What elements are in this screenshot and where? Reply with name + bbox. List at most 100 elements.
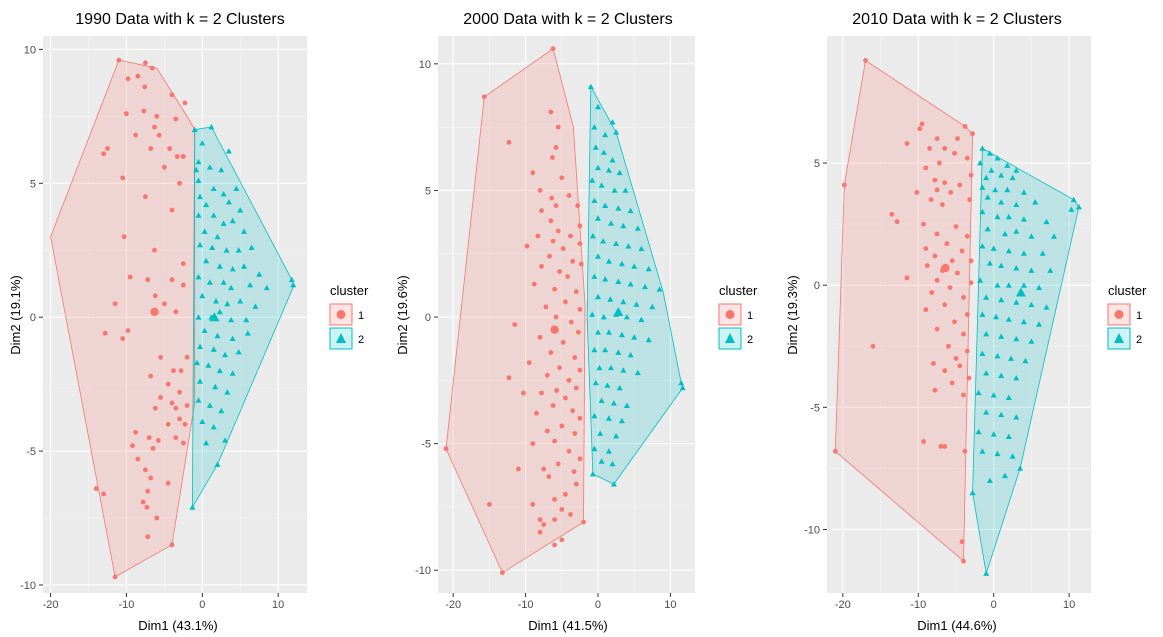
cluster-1-point xyxy=(133,429,139,435)
cluster-2-point xyxy=(1005,213,1012,220)
cluster-1-point xyxy=(177,389,183,395)
cluster-1-point xyxy=(581,519,586,525)
cluster-2-point xyxy=(1028,301,1035,308)
cluster-2-point xyxy=(1020,189,1027,195)
cluster-1-hull xyxy=(50,59,196,578)
cluster-2-point xyxy=(195,314,202,320)
legend-label-2: 2 xyxy=(1136,334,1142,346)
x-tick-label: 10 xyxy=(272,599,284,611)
cluster-2-point xyxy=(591,412,598,419)
cluster-2-point xyxy=(201,327,208,333)
legend-label-1: 1 xyxy=(747,310,753,322)
cluster-1-point xyxy=(577,367,583,373)
cluster-1-point xyxy=(563,395,568,401)
cluster-1-point xyxy=(105,146,110,151)
cluster-1-point xyxy=(566,448,572,454)
cluster-2-point xyxy=(609,157,616,163)
panel-background xyxy=(827,36,1091,593)
cluster-1-point xyxy=(568,512,573,517)
cluster-1-point xyxy=(948,190,954,195)
cluster-2-point xyxy=(222,351,229,358)
cluster-1-point xyxy=(577,415,583,421)
cluster-1-point xyxy=(537,529,543,535)
x-tick-label: -10 xyxy=(118,599,134,611)
cluster-1-point xyxy=(167,146,173,151)
cluster-2-point xyxy=(228,316,235,323)
cluster-1-point xyxy=(178,368,184,374)
cluster-1-center xyxy=(941,263,950,273)
y-tick-label: 0 xyxy=(425,312,431,324)
cluster-1-point xyxy=(149,65,155,71)
cluster-2-point xyxy=(220,191,227,197)
cluster-1-point xyxy=(955,270,960,276)
y-tick-label: 0 xyxy=(30,312,36,324)
legend-circle-icon xyxy=(725,310,735,319)
cluster-1-point xyxy=(870,343,876,349)
cluster-1-point xyxy=(961,331,966,337)
cluster-2-point xyxy=(224,300,231,307)
cluster-1-point xyxy=(154,515,160,521)
cluster-1-point xyxy=(560,246,566,252)
cluster-1-point xyxy=(162,301,167,307)
cluster-2-point xyxy=(1036,321,1042,327)
cluster-1-point xyxy=(125,328,131,333)
cluster-2-point xyxy=(1005,433,1012,439)
cluster-2-point xyxy=(994,282,1001,288)
cluster-2-point xyxy=(1013,375,1020,381)
cluster-1-point xyxy=(928,197,934,203)
cluster-1-point xyxy=(924,263,930,268)
cluster-2-point xyxy=(595,103,601,110)
cluster-2-point xyxy=(623,314,630,320)
cluster-1-point xyxy=(177,180,183,186)
cluster-1-point xyxy=(143,60,148,66)
cluster-2-point xyxy=(1013,167,1020,173)
cluster-2-point xyxy=(1043,304,1050,310)
cluster-1-point xyxy=(932,253,938,259)
cluster-1-point xyxy=(932,177,938,183)
cluster-1-point xyxy=(169,207,175,213)
cluster-2-point xyxy=(592,144,599,150)
cluster-1-point xyxy=(934,326,940,332)
cluster-1-point xyxy=(575,203,581,209)
cluster-2-point xyxy=(615,278,622,284)
cluster-1-point xyxy=(537,334,543,340)
cluster-1-point xyxy=(949,380,955,386)
cluster-2-point xyxy=(288,276,295,283)
y-tick-label: 5 xyxy=(814,158,820,170)
cluster-2-point xyxy=(979,350,986,356)
cluster-1-point xyxy=(921,439,926,444)
cluster-1-point xyxy=(942,146,948,151)
cluster-1-point xyxy=(889,211,895,217)
cluster-1-point xyxy=(537,188,543,193)
cluster-1-point xyxy=(546,474,552,479)
cluster-1-point xyxy=(506,375,512,381)
cluster-1-point xyxy=(578,261,584,267)
cluster-2-point xyxy=(592,379,599,386)
cluster-2-point xyxy=(998,296,1005,303)
y-axis-label: Dim2 (19.1%) xyxy=(8,275,23,354)
cluster-1-point xyxy=(180,440,186,446)
cluster-2-point xyxy=(197,193,203,200)
cluster-2-point xyxy=(975,389,982,396)
cluster-1-point xyxy=(162,164,167,170)
cluster-2-point xyxy=(649,303,656,310)
cluster-1-point xyxy=(158,395,164,400)
cluster-1-point xyxy=(577,223,583,229)
cluster-2-point xyxy=(589,177,596,183)
cluster-1-point xyxy=(121,234,127,240)
cluster-1-point xyxy=(559,537,565,543)
cluster-2-point xyxy=(199,292,206,299)
plot-area: -20 -10 0 10 -10 -5 0 5 10 xyxy=(415,36,695,611)
cluster-1-point xyxy=(953,224,959,230)
cluster-2-point xyxy=(237,207,244,213)
cluster-1-point xyxy=(552,496,557,502)
cluster-1-point xyxy=(961,392,966,398)
cluster-2-point xyxy=(195,274,202,280)
cluster-2-point xyxy=(620,298,627,305)
cluster-1-point xyxy=(552,542,557,548)
cluster-2-point xyxy=(983,409,990,415)
cluster-2-point xyxy=(216,367,223,374)
cluster-2-point xyxy=(605,167,612,173)
cluster-2-point xyxy=(634,369,641,376)
legend-label-2: 2 xyxy=(747,334,753,346)
